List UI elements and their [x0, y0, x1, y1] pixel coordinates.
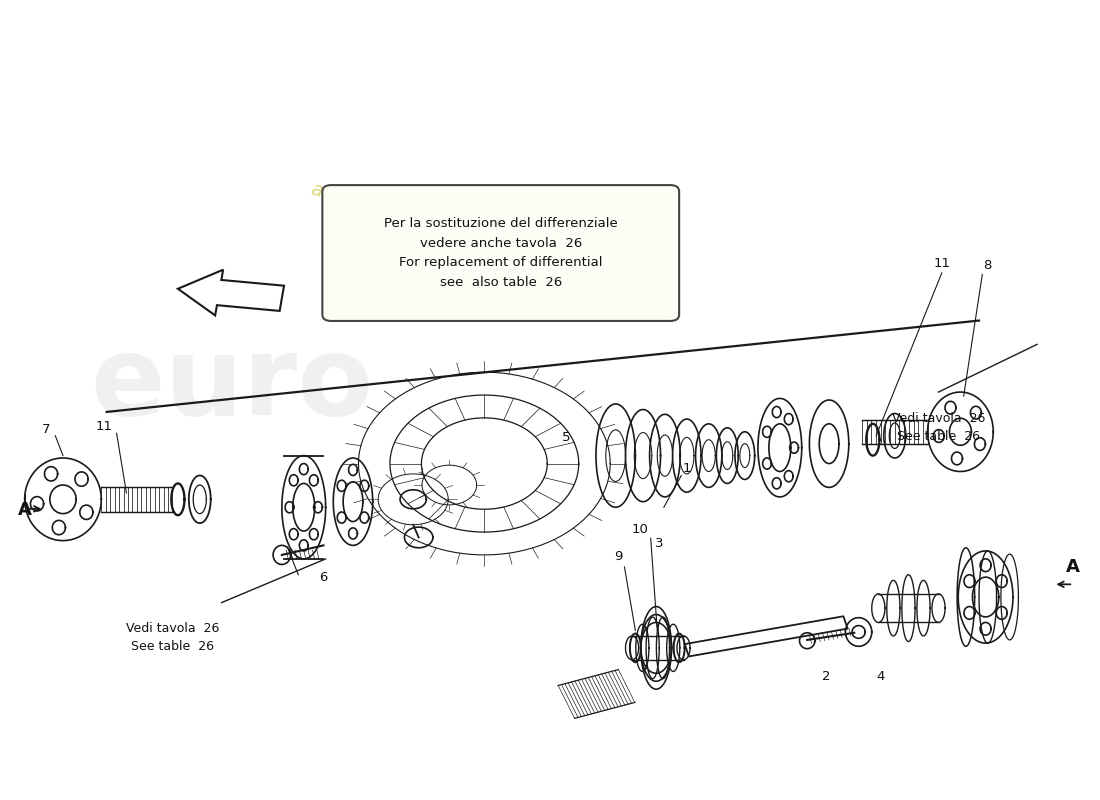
Text: 1: 1 [683, 462, 691, 474]
Text: euro: euro [90, 330, 373, 438]
Text: 7: 7 [42, 423, 51, 436]
Text: Per la sostituzione del differenziale
vedere anche tavola  26
For replacement of: Per la sostituzione del differenziale ve… [384, 218, 617, 289]
Text: 4: 4 [877, 670, 884, 682]
Text: 11: 11 [96, 420, 113, 433]
Text: A: A [1066, 558, 1080, 576]
Text: A: A [18, 501, 32, 519]
Text: 2: 2 [822, 670, 830, 682]
Text: 8: 8 [983, 259, 992, 272]
FancyBboxPatch shape [322, 185, 679, 321]
Text: 11: 11 [933, 258, 950, 270]
Text: a passion for cars  since 196: a passion for cars since 196 [309, 180, 584, 270]
Text: Vedi tavola  26
See table  26: Vedi tavola 26 See table 26 [125, 622, 219, 654]
Text: 6: 6 [319, 571, 328, 584]
Text: Vedi tavola  26
See table  26: Vedi tavola 26 See table 26 [892, 412, 986, 443]
FancyArrow shape [178, 270, 284, 315]
Text: 10: 10 [631, 523, 648, 537]
Text: 5: 5 [562, 431, 571, 444]
Text: 3: 3 [656, 537, 663, 550]
Text: 9: 9 [614, 550, 622, 563]
